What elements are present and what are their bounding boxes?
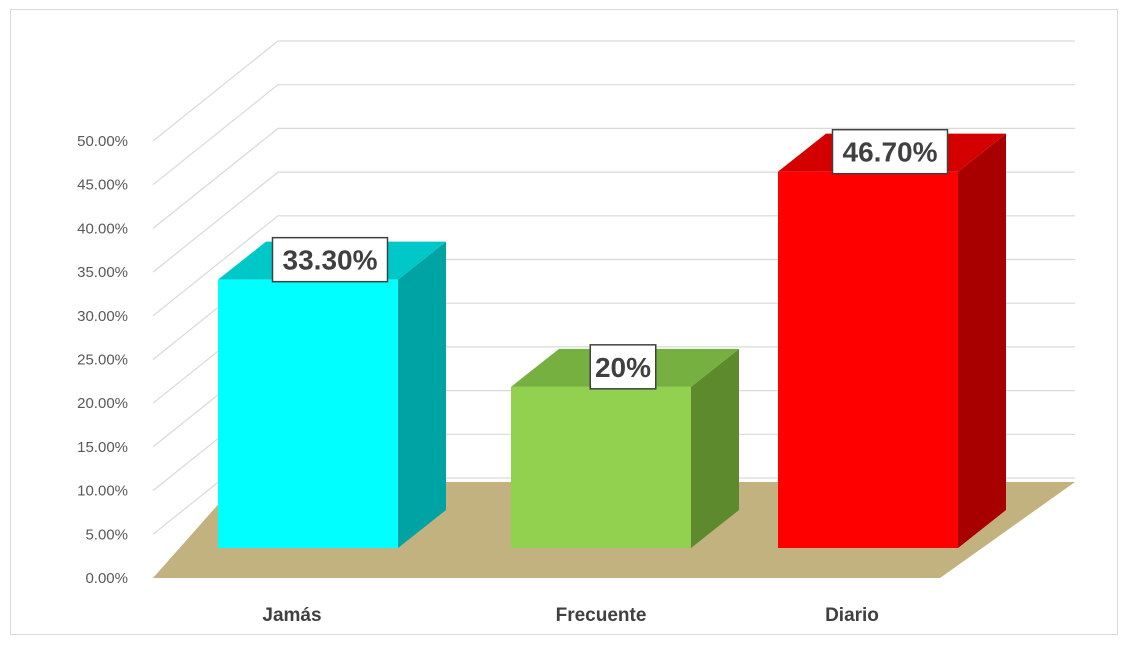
y-tick-label: 35.00%	[77, 264, 128, 281]
data-label-box	[831, 128, 949, 175]
gridline	[152, 127, 1075, 229]
bars	[218, 133, 1006, 548]
x-axis-categories: Jamás Frecuente Diario	[262, 605, 879, 626]
y-tick-label: 25.00%	[77, 352, 128, 369]
y-axis-ticks: 0.00% 5.00% 10.00% 15.00% 20.00% 25.00% 30.00%…	[77, 133, 128, 587]
data-label-box	[271, 236, 389, 283]
data-labels: 33.30% 20% 46.70%	[271, 128, 949, 390]
y-tick-label: 0.00%	[85, 570, 128, 587]
data-label: 20%	[595, 352, 651, 383]
bar-side	[398, 241, 446, 548]
y-tick-label: 10.00%	[77, 483, 128, 500]
category-label: Frecuente	[556, 605, 647, 626]
y-tick-label: 50.00%	[77, 133, 128, 150]
y-tick-label: 15.00%	[77, 439, 128, 456]
category-label: Diario	[825, 605, 879, 626]
bar-side	[691, 348, 739, 548]
bar-0	[218, 279, 398, 548]
bar-1	[511, 386, 691, 548]
y-tick-label: 5.00%	[85, 526, 128, 543]
y-tick-label: 30.00%	[77, 308, 128, 325]
data-label: 33.30%	[283, 245, 378, 276]
y-tick-label: 45.00%	[77, 177, 128, 194]
data-label: 46.70%	[843, 137, 938, 168]
gridline	[152, 40, 1075, 142]
data-label-box	[589, 344, 657, 390]
category-label: Jamás	[262, 605, 321, 626]
y-tick-label: 40.00%	[77, 220, 128, 237]
gridline	[152, 84, 1075, 186]
y-tick-label: 20.00%	[77, 395, 128, 412]
bar-side	[958, 133, 1006, 548]
bar-2	[778, 171, 958, 548]
